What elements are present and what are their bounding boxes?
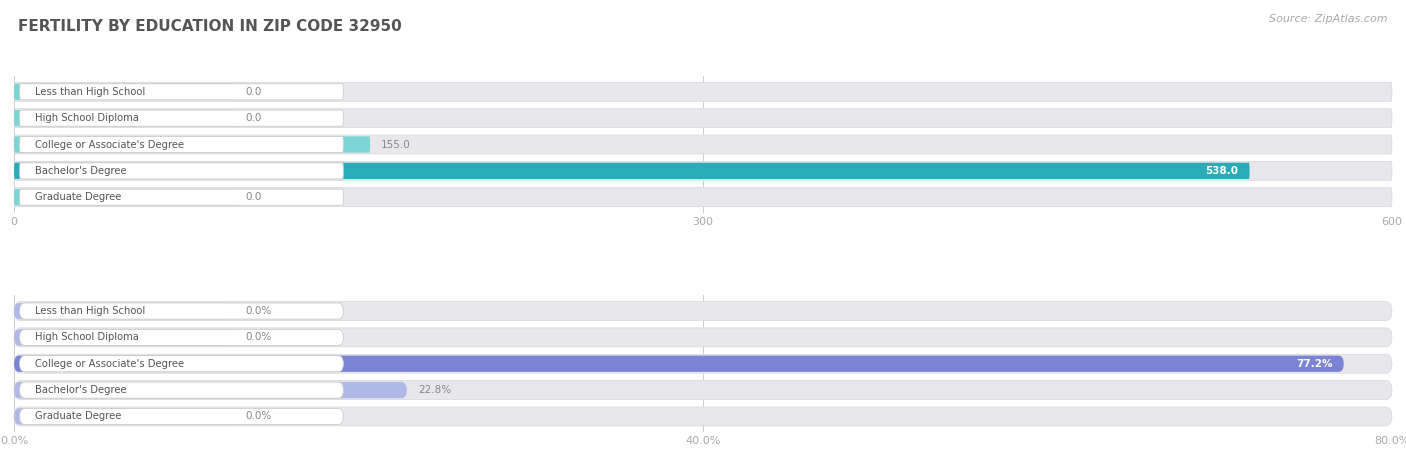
Text: Less than High School: Less than High School bbox=[35, 306, 145, 316]
FancyBboxPatch shape bbox=[14, 382, 406, 398]
Text: Source: ZipAtlas.com: Source: ZipAtlas.com bbox=[1270, 14, 1388, 24]
FancyBboxPatch shape bbox=[14, 356, 1344, 372]
Text: College or Associate's Degree: College or Associate's Degree bbox=[35, 140, 184, 150]
FancyBboxPatch shape bbox=[14, 302, 1392, 321]
Text: 0.0: 0.0 bbox=[246, 113, 262, 123]
Text: College or Associate's Degree: College or Associate's Degree bbox=[35, 359, 184, 369]
FancyBboxPatch shape bbox=[14, 84, 235, 100]
FancyBboxPatch shape bbox=[20, 329, 343, 345]
Text: 155.0: 155.0 bbox=[381, 140, 411, 150]
FancyBboxPatch shape bbox=[20, 136, 343, 152]
FancyBboxPatch shape bbox=[14, 162, 1392, 180]
FancyBboxPatch shape bbox=[14, 135, 1392, 154]
Text: Graduate Degree: Graduate Degree bbox=[35, 192, 121, 202]
FancyBboxPatch shape bbox=[14, 109, 1392, 128]
FancyBboxPatch shape bbox=[20, 382, 343, 398]
FancyBboxPatch shape bbox=[14, 110, 235, 126]
Text: 0.0: 0.0 bbox=[246, 87, 262, 97]
FancyBboxPatch shape bbox=[20, 110, 343, 126]
FancyBboxPatch shape bbox=[20, 356, 343, 372]
Text: Graduate Degree: Graduate Degree bbox=[35, 411, 121, 421]
FancyBboxPatch shape bbox=[14, 380, 1392, 399]
Text: FERTILITY BY EDUCATION IN ZIP CODE 32950: FERTILITY BY EDUCATION IN ZIP CODE 32950 bbox=[18, 19, 402, 34]
Text: Less than High School: Less than High School bbox=[35, 87, 145, 97]
FancyBboxPatch shape bbox=[20, 303, 343, 319]
Text: 0.0%: 0.0% bbox=[246, 306, 271, 316]
Text: 22.8%: 22.8% bbox=[418, 385, 451, 395]
FancyBboxPatch shape bbox=[14, 407, 1392, 426]
Text: 0.0: 0.0 bbox=[246, 192, 262, 202]
FancyBboxPatch shape bbox=[14, 136, 370, 152]
Text: Bachelor's Degree: Bachelor's Degree bbox=[35, 385, 127, 395]
FancyBboxPatch shape bbox=[20, 84, 343, 100]
Text: High School Diploma: High School Diploma bbox=[35, 332, 139, 342]
FancyBboxPatch shape bbox=[20, 408, 343, 425]
FancyBboxPatch shape bbox=[14, 189, 235, 205]
FancyBboxPatch shape bbox=[14, 188, 1392, 207]
Text: Bachelor's Degree: Bachelor's Degree bbox=[35, 166, 127, 176]
Text: High School Diploma: High School Diploma bbox=[35, 113, 139, 123]
FancyBboxPatch shape bbox=[14, 328, 1392, 347]
Text: 0.0%: 0.0% bbox=[246, 332, 271, 342]
Text: 0.0%: 0.0% bbox=[246, 411, 271, 421]
FancyBboxPatch shape bbox=[14, 82, 1392, 101]
FancyBboxPatch shape bbox=[20, 189, 343, 205]
FancyBboxPatch shape bbox=[14, 163, 1250, 179]
Text: 538.0: 538.0 bbox=[1205, 166, 1239, 176]
FancyBboxPatch shape bbox=[20, 163, 343, 179]
FancyBboxPatch shape bbox=[14, 408, 235, 425]
FancyBboxPatch shape bbox=[14, 303, 235, 319]
FancyBboxPatch shape bbox=[14, 354, 1392, 373]
FancyBboxPatch shape bbox=[14, 329, 235, 345]
Text: 77.2%: 77.2% bbox=[1296, 359, 1333, 369]
